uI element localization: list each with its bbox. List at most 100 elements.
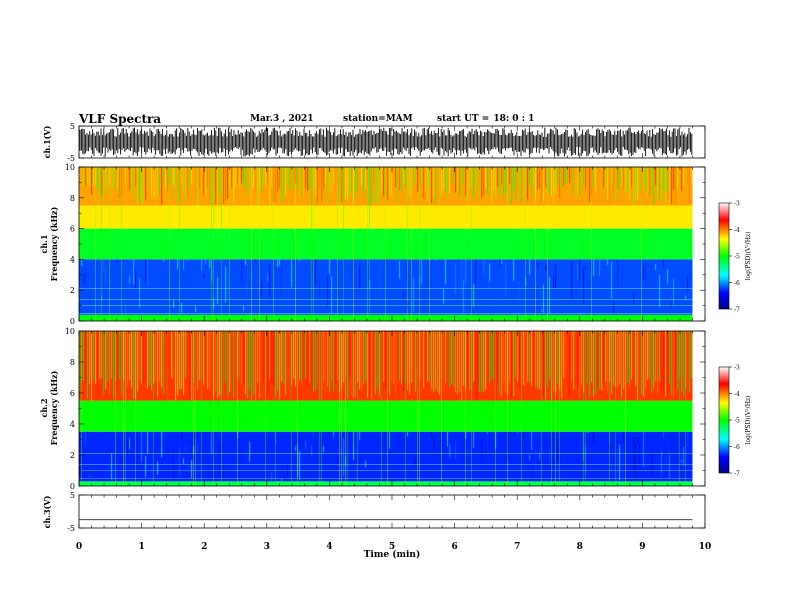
spectrogram-streak [665, 331, 667, 397]
spectrogram-streak [641, 167, 643, 197]
spectrogram-streak [545, 167, 547, 188]
spectrogram-streak [253, 167, 255, 188]
spectrogram-streak [183, 331, 185, 396]
spectrogram-streak [251, 331, 253, 400]
spectrogram-streak [455, 331, 457, 393]
start-ut-value: 18: 0 : 1 [493, 114, 535, 124]
spectrogram-streak [609, 167, 611, 205]
spectrogram-streak [127, 167, 129, 190]
spectrogram-streak [83, 273, 85, 283]
spectrogram-streak [263, 167, 265, 183]
spectrogram-streak [503, 331, 505, 384]
spectrogram-streak [89, 293, 91, 307]
spectrogram-streak [339, 167, 341, 203]
spectrogram-streak [657, 331, 659, 395]
spectrogram-streak [89, 476, 91, 478]
spectrogram-streak [603, 331, 605, 384]
spectrogram-streak [381, 167, 383, 191]
spectrogram-burst [221, 167, 222, 321]
spectrogram-streak [425, 167, 427, 193]
spectrogram-streak [411, 167, 413, 192]
spectrogram-streak [245, 259, 247, 266]
spectrogram-streak [453, 331, 455, 387]
spectrogram-streak [97, 167, 99, 190]
ch1-spectrogram-ylabel-line2: Frequency (kHz) [49, 206, 59, 281]
spectrogram-burst [135, 331, 136, 486]
spectrogram-streak [689, 331, 691, 392]
spectrogram-streak [103, 167, 105, 196]
spectrogram-streak [179, 167, 181, 204]
spectrogram-streak [261, 167, 263, 192]
spectrogram-streak [461, 167, 463, 199]
spectrogram-streak [213, 331, 215, 398]
spectrogram-streak [281, 260, 283, 296]
spectrogram-streak [293, 167, 295, 191]
spectrogram-streak [379, 263, 381, 299]
spectrogram-streak [287, 167, 289, 184]
spectrogram-streak [673, 331, 675, 398]
spectrogram-streak [561, 167, 563, 188]
spectrogram-streak [449, 331, 451, 388]
spectrogram-streak [429, 331, 431, 383]
spectrogram-streak [433, 435, 435, 451]
spectrogram-streak [145, 259, 147, 283]
spectrogram-streak [159, 331, 161, 382]
spectrogram-streak [177, 331, 179, 396]
spectrogram-streak [177, 167, 179, 190]
spectrogram-burst [311, 167, 312, 321]
spectrogram-burst [609, 331, 610, 486]
spectrogram-streak [117, 167, 119, 190]
spectrogram-streak [127, 331, 129, 387]
spectrogram-streak [265, 331, 267, 394]
spectrogram-burst [341, 331, 342, 486]
spectrogram-streak [549, 277, 551, 314]
spectrogram-streak [347, 259, 349, 283]
spectrogram-streak [205, 167, 207, 196]
spectrogram-streak [553, 167, 555, 206]
spectrogram-streak [199, 167, 201, 189]
spectrogram-streak [317, 167, 319, 204]
spectrogram-streak [593, 331, 595, 397]
spectrogram-streak [583, 167, 585, 187]
spectrogram-streak [271, 331, 273, 383]
spectrogram-streak [681, 167, 683, 191]
spectrogram-burst [115, 331, 116, 486]
spectrogram-burst [179, 167, 180, 321]
spectrogram-streak [415, 455, 417, 466]
spectrogram-streak [161, 331, 163, 388]
spectrogram-streak [87, 167, 89, 185]
spectrogram-streak [119, 331, 121, 379]
spectrogram-burst [121, 167, 122, 321]
spectrogram-streak [353, 167, 355, 204]
spectrogram-streak [277, 259, 279, 268]
spectrogram-streak [351, 331, 353, 396]
spectrogram-streak [83, 167, 85, 188]
spectrogram-streak [101, 331, 103, 379]
spectrogram-streak [255, 167, 257, 193]
spectrogram-streak [579, 331, 581, 399]
colorbar-tick-label: -5 [734, 254, 740, 261]
spectrogram-streak [425, 431, 427, 442]
spectrogram-streak [87, 431, 89, 435]
y-tick-label: 0 [70, 317, 75, 326]
spectrogram-streak [495, 167, 497, 199]
spectrogram-streak [549, 449, 551, 460]
spectrogram-streak [543, 284, 545, 313]
spectrogram-streak [599, 331, 601, 390]
spectrogram-streak [481, 331, 483, 392]
colorbar [718, 366, 730, 474]
spectrogram-burst [195, 331, 196, 486]
spectrogram-streak [405, 167, 407, 188]
y-tick-label: 8 [70, 358, 75, 367]
spectrogram-streak [337, 331, 339, 381]
spectrogram-streak [469, 305, 471, 309]
spectrogram-streak [577, 264, 579, 280]
spectrogram-streak [413, 331, 415, 400]
spectrogram-streak [407, 331, 409, 391]
spectrogram-streak [389, 431, 391, 449]
spectrogram-streak [619, 331, 621, 385]
spectrogram-streak [145, 331, 147, 381]
ch2-spectrogram-ylabel-line2: Frequency (kHz) [49, 370, 59, 445]
spectrogram-streak [369, 167, 371, 206]
